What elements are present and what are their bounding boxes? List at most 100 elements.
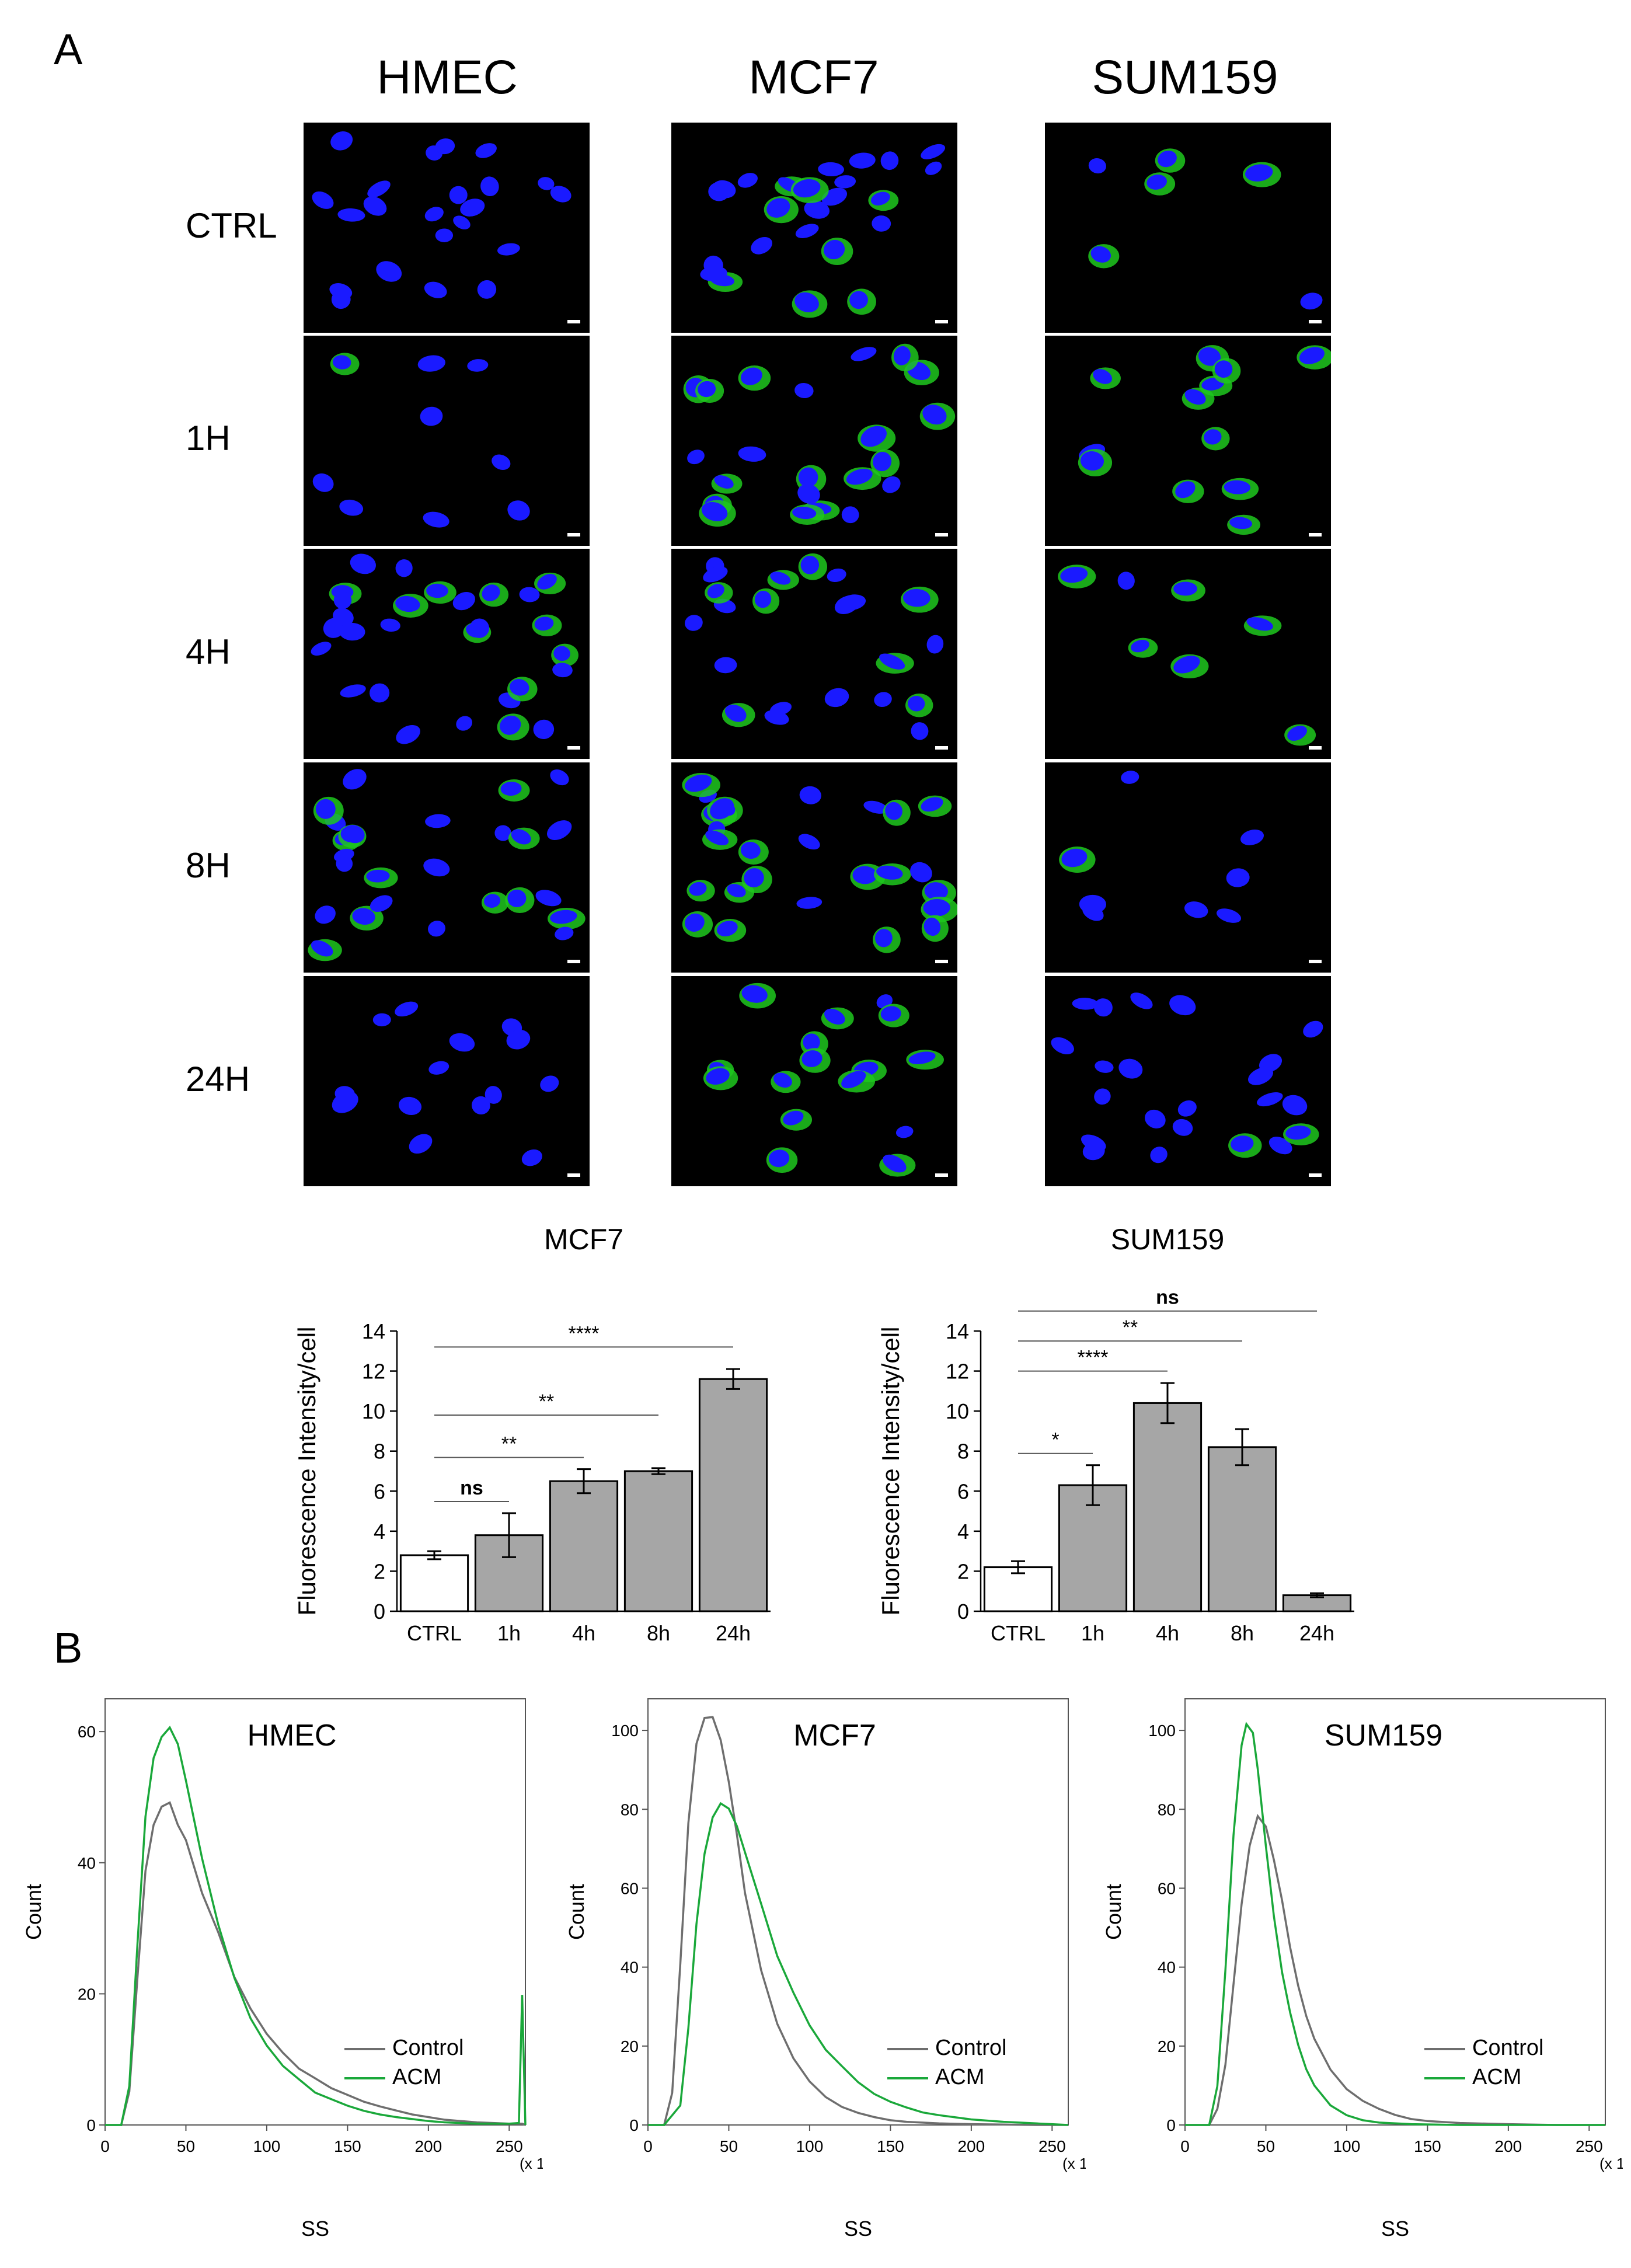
- nucleus: [507, 500, 530, 521]
- nucleus: [1204, 429, 1222, 445]
- micrograph-image: [332, 1001, 580, 1177]
- y-tick-label: 0: [86, 2116, 96, 2134]
- nucleus: [880, 1006, 901, 1022]
- nucleus: [792, 506, 817, 520]
- scale-bar: [935, 533, 948, 536]
- histogram-title: MCF7: [793, 1719, 876, 1753]
- sum159-histogram: SUM159 Count SS (x 10³ 0 50 100 150 200 250 0 20 40 6…: [1102, 1698, 1623, 2241]
- histogram-title: SUM159: [1325, 1719, 1442, 1753]
- nucleus: [1094, 998, 1113, 1017]
- y-tick-label: 2: [957, 1559, 969, 1583]
- y-tick-label: 20: [1158, 2037, 1176, 2056]
- micrograph-hmec-1h: [304, 336, 590, 546]
- nucleus: [714, 475, 734, 489]
- nucleus: [1231, 1135, 1254, 1152]
- nucleus: [880, 151, 899, 170]
- nucleus: [824, 688, 849, 708]
- nucleus: [1226, 868, 1250, 887]
- nucleus: [849, 152, 876, 169]
- bar: [698, 1378, 768, 1612]
- column-header-sum159: SUM159: [1092, 51, 1278, 104]
- scale-bar: [567, 746, 580, 750]
- nucleus: [449, 186, 468, 204]
- sum159-bar-chart: SUM159 Fluorescence Intensity/cell 0 2 4 6 8 10…: [877, 1223, 1354, 1645]
- legend-label: ACM: [392, 2065, 441, 2089]
- nucleus: [546, 820, 572, 841]
- nucleus: [1198, 347, 1221, 366]
- nucleus: [482, 584, 500, 601]
- nucleus: [924, 882, 948, 900]
- nucleus: [333, 591, 352, 609]
- nucleus: [1214, 360, 1233, 378]
- legend-label: Control: [392, 2036, 464, 2060]
- scale-bar: [567, 1173, 580, 1177]
- x-tick-label: 250: [496, 2137, 523, 2155]
- y-tick-label: 0: [629, 2116, 639, 2134]
- nucleus: [485, 1086, 502, 1104]
- nucleus: [1088, 158, 1106, 174]
- row-label-ctrl: CTRL: [186, 206, 277, 245]
- nucleus: [1080, 451, 1104, 471]
- plot-frame: [104, 1698, 526, 2126]
- nucleus: [798, 834, 820, 850]
- x-tick-label: 50: [720, 2137, 738, 2155]
- x-unit-label: (x 10³: [1599, 2155, 1623, 2172]
- nucleus: [910, 862, 932, 883]
- nucleus: [534, 616, 554, 631]
- nucleus: [1282, 1095, 1308, 1116]
- micrograph-hmec-24h: [304, 976, 590, 1186]
- nucleus: [1117, 572, 1135, 590]
- row-label-24h: 24H: [186, 1060, 250, 1099]
- micrograph-image: [700, 144, 948, 323]
- nucleus: [449, 1033, 475, 1052]
- y-tick-label: 6: [374, 1479, 385, 1503]
- nucleus: [507, 889, 527, 908]
- nucleus: [685, 774, 712, 792]
- nucleus: [315, 905, 336, 924]
- nucleus: [376, 261, 402, 282]
- nucleus: [1060, 566, 1088, 583]
- nucleus: [343, 769, 367, 790]
- y-tick-label: 6: [957, 1479, 969, 1503]
- nucleus: [537, 574, 557, 590]
- nucleus: [396, 724, 420, 744]
- micrograph-sum159-4h: [1045, 549, 1331, 759]
- nucleus: [1095, 1060, 1114, 1073]
- nucleus: [500, 715, 521, 735]
- nucleus: [860, 426, 887, 447]
- nucleus: [794, 292, 819, 313]
- micrograph-mcf7-1h: [671, 336, 957, 546]
- y-tick-label: 14: [946, 1319, 969, 1343]
- significance-label: **: [1123, 1316, 1138, 1339]
- nucleus: [744, 868, 764, 888]
- series-control-line: [1185, 1814, 1605, 2126]
- nucleus: [340, 684, 366, 698]
- nucleus: [797, 483, 820, 504]
- x-tick-label: 8h: [1231, 1621, 1254, 1645]
- significance-label: *: [1051, 1429, 1059, 1451]
- nucleus: [798, 467, 818, 487]
- nucleus: [367, 180, 391, 198]
- nucleus: [460, 198, 485, 217]
- micrograph-hmec-4h: [304, 549, 590, 759]
- bar: [1132, 1402, 1203, 1612]
- significance-label: ns: [460, 1477, 483, 1499]
- nucleus: [795, 224, 819, 238]
- x-unit-label: (x 10³): [520, 2155, 543, 2172]
- bar: [623, 1470, 693, 1612]
- scale-bar: [935, 746, 948, 750]
- nucleus: [1145, 1109, 1166, 1128]
- y-tick-label: 2: [374, 1559, 385, 1583]
- nucleus: [834, 175, 856, 189]
- nucleus: [550, 769, 569, 786]
- nucleus: [533, 719, 555, 740]
- nucleus: [738, 446, 766, 462]
- nucleus: [1177, 1100, 1197, 1117]
- nucleus: [698, 381, 716, 398]
- nucleus: [332, 355, 351, 370]
- nucleus: [768, 1149, 790, 1168]
- micrograph-mcf7-8h: [671, 762, 957, 973]
- nucleus: [794, 382, 814, 399]
- y-tick-label: 8: [374, 1440, 385, 1464]
- nucleus: [783, 1110, 804, 1126]
